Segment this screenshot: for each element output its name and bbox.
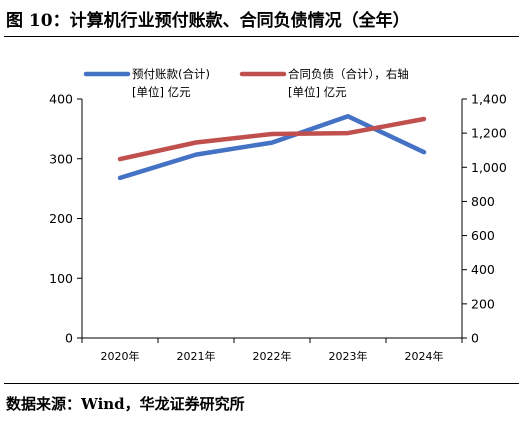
legend-unit-prepayments: [单位] 亿元	[132, 85, 191, 99]
line-chart: 预付账款(合计) [单位] 亿元 合同负债（合计），右轴 [单位] 亿元 0 10…	[49, 67, 507, 364]
right-axis-tick-label: 400	[471, 262, 495, 277]
right-axis-tick-label: 1,200	[471, 126, 507, 141]
right-axis-tick-label: 800	[471, 194, 495, 209]
chart-axes: 0 100 200 300 400 0 200 400 600 800 1,000 1,200 1,40…	[49, 92, 507, 364]
left-axis-tick-label: 300	[49, 151, 73, 166]
x-axis-tick-label: 2021年	[177, 349, 216, 363]
left-axis-tick-label: 100	[49, 271, 73, 286]
bottom-rule	[4, 383, 519, 384]
legend-label-contract-liabilities: 合同负债（合计），右轴	[288, 67, 409, 81]
right-axis-tick-label: 0	[471, 331, 479, 346]
x-axis-tick-label: 2023年	[329, 349, 368, 363]
series-line-contract-liabilities	[117, 116, 427, 162]
right-axis-tick-label: 200	[471, 296, 495, 311]
legend-unit-contract-liabilities: [单位] 亿元	[288, 85, 347, 99]
right-axis-tick-label: 1,400	[471, 92, 507, 107]
x-axis-tick-label: 2024年	[405, 349, 444, 363]
right-axis-tick-label: 1,000	[471, 160, 507, 175]
legend-label-prepayments: 预付账款(合计)	[132, 67, 210, 81]
x-axis-tick-label: 2022年	[253, 349, 292, 363]
figure-title: 图 10：计算机行业预付账款、合同负债情况（全年）	[6, 11, 410, 31]
chart-series	[117, 114, 427, 181]
left-axis-tick-label: 400	[49, 92, 73, 107]
chart-legend: 预付账款(合计) [单位] 亿元 合同负债（合计），右轴 [单位] 亿元	[83, 67, 409, 99]
left-axis-tick-label: 0	[65, 331, 73, 346]
right-axis-tick-label: 600	[471, 228, 495, 243]
x-axis-tick-label: 2020年	[101, 349, 140, 363]
top-rule	[4, 36, 519, 37]
left-axis-tick-label: 200	[49, 211, 73, 226]
source-note: 数据来源：Wind，华龙证券研究所	[6, 395, 245, 413]
